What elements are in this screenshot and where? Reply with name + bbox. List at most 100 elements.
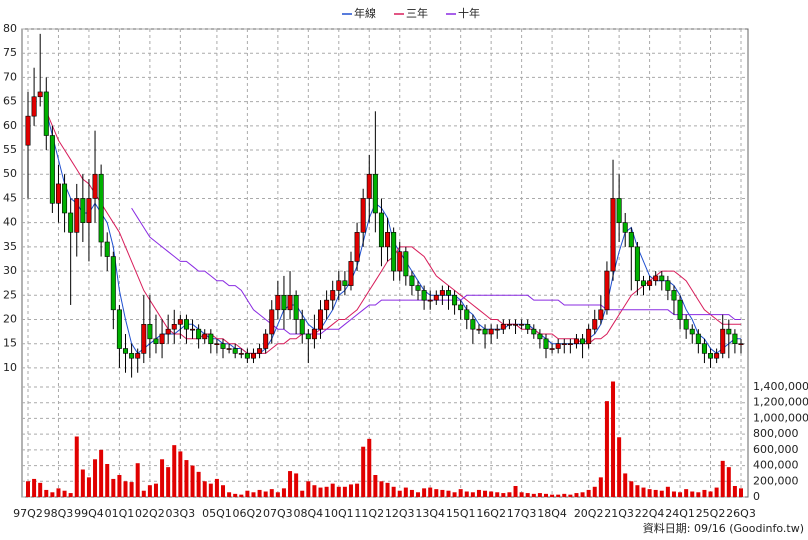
candle-body (397, 251, 403, 272)
x-tick-label: 98Q3 (44, 507, 74, 520)
y2-tick-label: 1,200,000 (753, 396, 808, 409)
candle-body (604, 270, 610, 311)
volume-bar (476, 489, 481, 497)
candle-body (500, 324, 506, 330)
candle-body (573, 338, 579, 344)
volume-bar (129, 482, 134, 497)
volume-bar (495, 492, 500, 497)
candle-body (665, 280, 671, 291)
candle-body (116, 309, 122, 349)
x-tick-label: 22Q4 (635, 507, 665, 520)
volume-bar (190, 465, 195, 497)
source-note: 資料日期: 09/16 (Goodinfo.tw) (643, 521, 804, 535)
volume-bar (397, 490, 402, 497)
candle-body (110, 256, 116, 311)
candle-body (470, 319, 476, 330)
volume-bar (336, 486, 341, 497)
volume-bar (714, 487, 719, 497)
volume-bar (221, 485, 226, 497)
x-tick-label: 06Q2 (233, 507, 263, 520)
volume-bar (726, 467, 731, 497)
candle-body (561, 343, 567, 345)
candle-body (494, 328, 500, 331)
candle-body (165, 328, 171, 335)
y2-tick-label: 600,000 (753, 443, 799, 456)
volume-bar (245, 490, 250, 497)
candle-body (519, 324, 525, 326)
volume-bar (598, 477, 603, 497)
candle-body (592, 319, 598, 330)
candle-body (409, 275, 415, 286)
candle-body (555, 343, 561, 349)
y-tick-label: 40 (3, 216, 17, 229)
candle-body (31, 96, 37, 117)
y2-tick-label: 400,000 (753, 459, 799, 472)
candle-body (183, 319, 189, 330)
y2-tick-label: 0 (753, 490, 760, 503)
candle-body (531, 328, 537, 335)
candle-body (80, 198, 86, 223)
volume-bar (641, 487, 646, 497)
x-tick-label: 18Q4 (537, 507, 567, 520)
candle-body (55, 183, 61, 204)
y2-tick-label: 200,000 (753, 474, 799, 487)
volume-bar (141, 490, 146, 497)
candle-body (342, 280, 348, 286)
volume-bar (446, 490, 451, 497)
x-tick-label: 20Q2 (574, 507, 604, 520)
y-tick-label: 15 (3, 337, 17, 350)
volume-bar (629, 481, 634, 497)
candle-body (640, 280, 646, 286)
candle-body (202, 333, 208, 340)
volume-bar (208, 483, 213, 497)
y2-tick-label: 800,000 (753, 427, 799, 440)
volume-bar (269, 489, 274, 497)
candle-body (238, 353, 244, 355)
volume-bar (732, 486, 737, 497)
volume-bar (501, 493, 506, 497)
volume-bar (690, 491, 695, 497)
x-tick-label: 13Q4 (415, 507, 445, 520)
volume-bar (574, 493, 579, 497)
candle-body (190, 328, 196, 331)
candle-body (677, 299, 683, 320)
volume-bar (324, 486, 329, 497)
volume-bar (56, 488, 61, 497)
candle-body (634, 246, 640, 282)
volume-bar (403, 487, 408, 497)
x-tick-label: 07Q3 (263, 507, 293, 520)
volume-bar (178, 451, 183, 497)
volume-bar (556, 494, 561, 497)
legend-label: 三年 (406, 6, 428, 20)
volume-bar (739, 488, 743, 497)
volume-bar (263, 491, 268, 497)
candle-body (726, 328, 732, 335)
candle-body (464, 309, 470, 320)
candle-body (683, 319, 689, 330)
candle-body (537, 333, 543, 340)
candle-body (616, 198, 622, 223)
volume-bar (422, 488, 427, 497)
candle-body (610, 198, 616, 272)
candle-body (275, 294, 281, 311)
candle-body (330, 290, 336, 301)
candle-body (378, 212, 384, 248)
volume-bar (93, 459, 98, 497)
candle-body (62, 183, 68, 214)
candle-body (86, 198, 92, 223)
volume-bar (513, 486, 518, 497)
candle-body (628, 232, 634, 248)
volume-bar (562, 493, 567, 497)
volume-bar (330, 483, 335, 497)
volume-bar (659, 490, 664, 497)
y-tick-label: 50 (3, 167, 17, 180)
volume-bar (373, 475, 378, 497)
y-tick-label: 30 (3, 264, 17, 277)
candle-body (220, 343, 226, 349)
volume-bar (355, 483, 360, 497)
volume-bar (635, 485, 640, 497)
volume-bar (184, 460, 189, 497)
volume-bar (312, 485, 317, 497)
y-tick-label: 45 (3, 191, 17, 204)
